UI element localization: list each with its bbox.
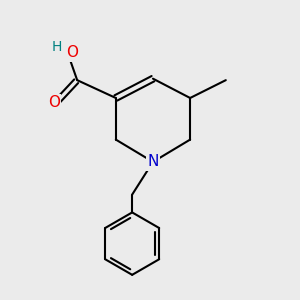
Text: H: H [51,40,62,55]
Text: O: O [66,45,78,60]
Text: N: N [147,154,159,169]
Text: O: O [48,95,60,110]
